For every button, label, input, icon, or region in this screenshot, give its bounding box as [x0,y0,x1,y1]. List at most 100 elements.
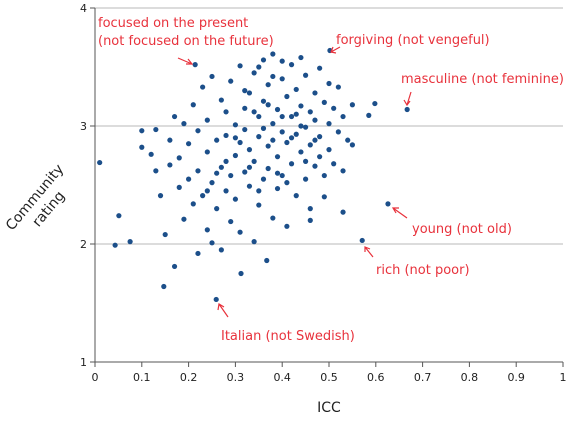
point [317,154,323,160]
point [204,188,210,194]
x-tick-label: 0.6 [367,371,385,384]
point [256,202,262,208]
point [359,237,365,244]
point [186,176,192,182]
point [260,57,267,63]
annotation: Italian (not Swedish) [221,329,355,344]
x-tick-label: 0.8 [461,371,479,384]
point [161,283,167,290]
annotation: forgiving (not vengeful) [336,33,490,48]
point [349,102,355,108]
annotations: focused on the present (not focused on t… [98,16,564,344]
point [167,137,173,143]
point [349,142,355,148]
point [218,164,224,170]
point [238,270,244,277]
point [270,51,276,57]
annotation: rich (not poor) [376,263,470,278]
x-tick-label: 0.1 [133,371,151,384]
point [237,229,243,235]
point [279,58,285,64]
point [321,194,327,200]
point [303,158,309,164]
point [288,135,295,141]
x-tick-label: 0.7 [414,371,432,384]
x-tick-label: 0.5 [320,371,338,384]
point [232,122,238,128]
point [293,86,299,93]
point [288,113,295,120]
point [171,263,178,270]
point [190,102,196,108]
point [157,193,164,199]
point [312,90,318,96]
point [223,158,229,164]
y-tick-label: 2 [80,238,87,251]
arrow [330,46,341,54]
point [293,111,299,117]
point [246,164,253,170]
point [270,215,276,221]
point [251,239,257,245]
point [284,180,290,186]
point [340,168,346,174]
point [307,217,313,223]
point [312,137,318,143]
y-tick-label: 3 [80,120,87,133]
point [186,141,192,147]
y-axis-title: Community rating [3,161,68,233]
point [237,63,243,69]
point [181,121,187,127]
point [317,65,323,71]
point [293,131,299,137]
point [242,169,248,175]
point [171,113,178,120]
point [274,185,281,192]
point [192,62,198,68]
point [288,62,295,68]
point [228,78,234,84]
point [139,144,145,150]
point [195,168,201,174]
point [274,170,281,176]
point [214,170,220,176]
point [112,242,118,248]
point [200,84,206,90]
point [293,193,299,199]
point [242,105,248,111]
point [97,159,103,166]
point [116,213,122,219]
point [404,106,410,113]
point [307,109,313,115]
point [223,109,229,115]
point [298,103,304,109]
point [274,106,281,113]
point [279,76,285,82]
point [270,73,276,80]
point [335,84,341,90]
point [265,82,271,88]
point [209,73,215,80]
point [190,201,196,207]
point [265,102,271,108]
point [256,64,262,70]
point [242,126,248,133]
point [195,128,201,134]
point [260,98,267,104]
point [279,129,285,135]
point [340,209,346,215]
point [251,158,257,164]
point [127,239,133,245]
point [284,223,290,229]
point [223,188,229,194]
point [307,206,313,212]
point [181,216,187,222]
point [298,54,304,61]
point [260,176,267,182]
point [270,137,276,143]
point [232,196,238,202]
point [312,117,318,123]
point [265,165,271,172]
point [195,250,201,257]
point [214,137,220,143]
